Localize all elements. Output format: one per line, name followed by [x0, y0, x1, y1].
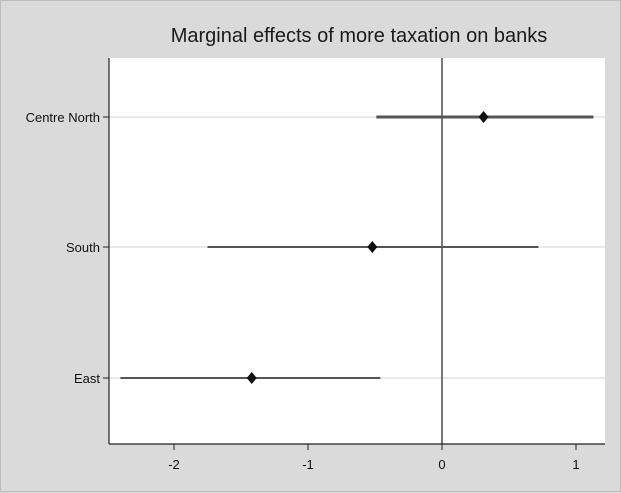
axis-layer: Centre North South East -2 -1 0 1	[26, 58, 605, 472]
y-tick-label-0: Centre North	[26, 110, 100, 125]
plot-area	[109, 58, 605, 444]
x-tick-label-2: 0	[438, 457, 445, 472]
x-tick-label-3: 1	[572, 457, 579, 472]
point-estimate-1	[367, 241, 378, 253]
point-estimate-2	[246, 372, 257, 384]
y-tick-label-1: South	[66, 240, 100, 255]
x-tick-label-1: -1	[302, 457, 314, 472]
x-tick-label-0: -2	[168, 457, 180, 472]
chart-title: Marginal effects of more taxation on ban…	[171, 25, 548, 47]
point-estimate-0	[478, 111, 489, 123]
point-estimate-layer	[246, 111, 489, 384]
y-tick-label-2: East	[74, 371, 100, 386]
